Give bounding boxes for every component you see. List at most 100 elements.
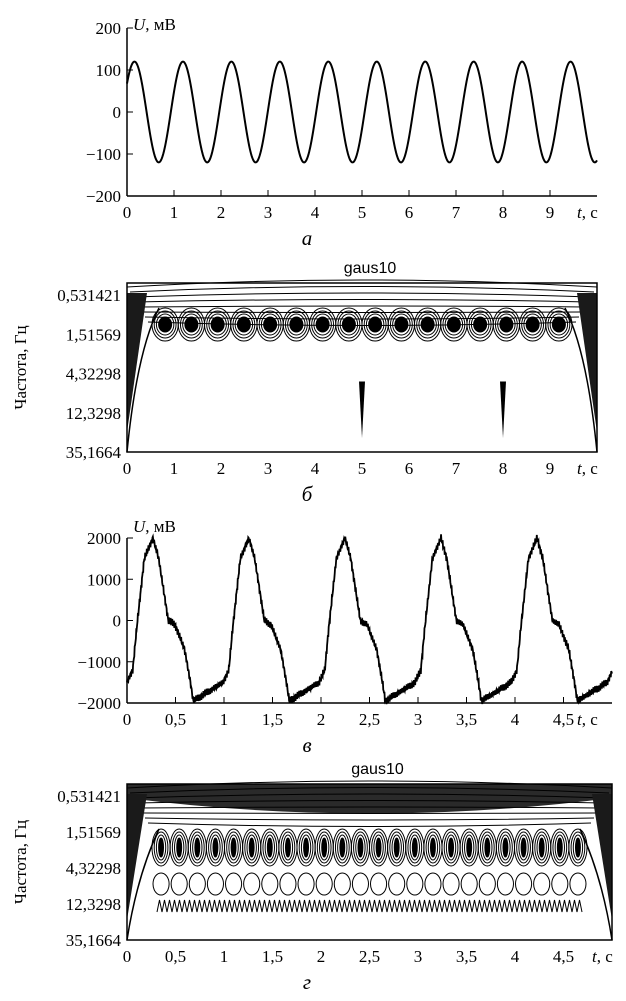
x-tick-label: 0 — [123, 947, 132, 966]
cone-right — [579, 828, 613, 941]
contour-cell — [460, 872, 478, 896]
contour-cell — [569, 872, 587, 896]
chart-title: gaus10 — [344, 260, 397, 277]
contour-cell — [536, 834, 547, 861]
y-tick-label: 0,531421 — [57, 286, 121, 305]
contour-cell — [282, 834, 294, 861]
x-tick-label: 0,5 — [165, 710, 186, 729]
x-tick-label: 0 — [123, 459, 132, 478]
y-axis-label: Частота, Гц — [11, 325, 30, 409]
x-axis-label: t, с — [577, 203, 598, 222]
contour-cell — [484, 837, 491, 858]
x-tick-label: 0,5 — [165, 947, 186, 966]
contour-cell — [373, 834, 384, 861]
contour-cell — [424, 872, 442, 896]
y-tick-label: 0 — [113, 103, 122, 122]
contour-cell — [568, 828, 588, 867]
contour-cell — [153, 831, 169, 864]
contour-cell — [552, 831, 568, 864]
contour-cell — [442, 872, 460, 896]
contour-cell — [208, 831, 223, 864]
contour-cell — [416, 310, 440, 339]
y-tick-label: 4,32298 — [66, 365, 121, 384]
x-tick-label: 2 — [217, 459, 226, 478]
contour-cell — [494, 310, 518, 339]
contour-cell — [445, 834, 457, 861]
contour-cell — [389, 831, 405, 864]
x-tick-label: 5 — [358, 203, 367, 222]
y-axis-label: Частота, Гц — [11, 820, 30, 904]
contour-cell — [266, 837, 273, 858]
contour-cell — [155, 313, 175, 336]
contour-cell — [261, 872, 279, 896]
contour-cell — [206, 872, 224, 896]
contour-cell — [315, 872, 333, 896]
left-edge-dark — [127, 794, 147, 920]
contour-cell — [446, 316, 461, 333]
contour-cell — [551, 872, 569, 896]
contour-arc — [141, 311, 583, 313]
contour-cell — [407, 831, 423, 864]
contour-cell — [234, 313, 254, 336]
contour-cell — [570, 831, 586, 864]
contour-cell — [333, 872, 351, 896]
contour-cell — [525, 316, 540, 333]
contour-cell — [264, 834, 275, 861]
contour-cell — [464, 834, 475, 861]
contour-cell — [370, 872, 388, 896]
contour-cell — [279, 872, 297, 896]
plot-frame — [126, 783, 613, 941]
x-tick-label: 8 — [499, 203, 508, 222]
contour-cell — [549, 313, 569, 336]
contour-cell — [521, 310, 545, 339]
contour-cell — [355, 834, 366, 861]
contour-cell — [515, 872, 533, 896]
contour-cell — [500, 834, 511, 861]
x-tick-label: 6 — [405, 203, 414, 222]
panel-b: gaus10 0,531421 1,51569 4,32298 12,3298 35,16… — [11, 260, 598, 506]
spike-mark — [359, 381, 365, 438]
contour-cell — [353, 831, 368, 864]
contour-cell — [334, 831, 350, 864]
contour-cell — [556, 837, 563, 858]
contour-cell — [289, 316, 304, 333]
plot-frame — [126, 282, 598, 453]
contour-cell — [232, 310, 256, 339]
contour-cell — [468, 310, 492, 339]
contour-cell — [554, 834, 565, 861]
contour-cell — [153, 310, 177, 339]
contour-cell — [152, 872, 170, 896]
y-tick-label: 35,1664 — [66, 931, 122, 950]
contour-cell — [420, 316, 435, 333]
contour-cell — [280, 831, 296, 864]
contour-cell — [171, 831, 187, 864]
top-zone — [127, 283, 597, 313]
y-tick-label: 4,32298 — [66, 859, 121, 878]
right-edge-dark — [592, 794, 612, 920]
y-tick-label: 2000 — [87, 529, 121, 548]
ripple-band — [156, 899, 583, 913]
contour-cell — [212, 837, 219, 858]
x-tick-label: 2 — [317, 710, 326, 729]
caption: а — [302, 226, 313, 250]
contour-cell — [442, 310, 466, 339]
contour-cell — [499, 316, 514, 333]
contour-arc — [138, 806, 601, 809]
contour-cell — [321, 837, 328, 858]
contour-cell — [518, 834, 529, 861]
x-tick-label: 4,5 — [553, 710, 574, 729]
right-edge-dark — [577, 293, 597, 432]
y-tick-label: 200 — [96, 19, 122, 38]
contour-cell — [263, 316, 278, 333]
contour-cell — [388, 872, 406, 896]
contour-cell — [482, 834, 493, 861]
x-tick-label: 4 — [311, 203, 320, 222]
contour-cell — [427, 834, 439, 861]
contour-cell — [194, 837, 201, 858]
contour-cell — [210, 834, 221, 861]
contour-cell — [182, 313, 201, 336]
contour-cell — [473, 316, 488, 333]
contour-cell — [230, 837, 237, 858]
contour-cell — [225, 872, 243, 896]
x-tick-label: 4 — [311, 459, 320, 478]
